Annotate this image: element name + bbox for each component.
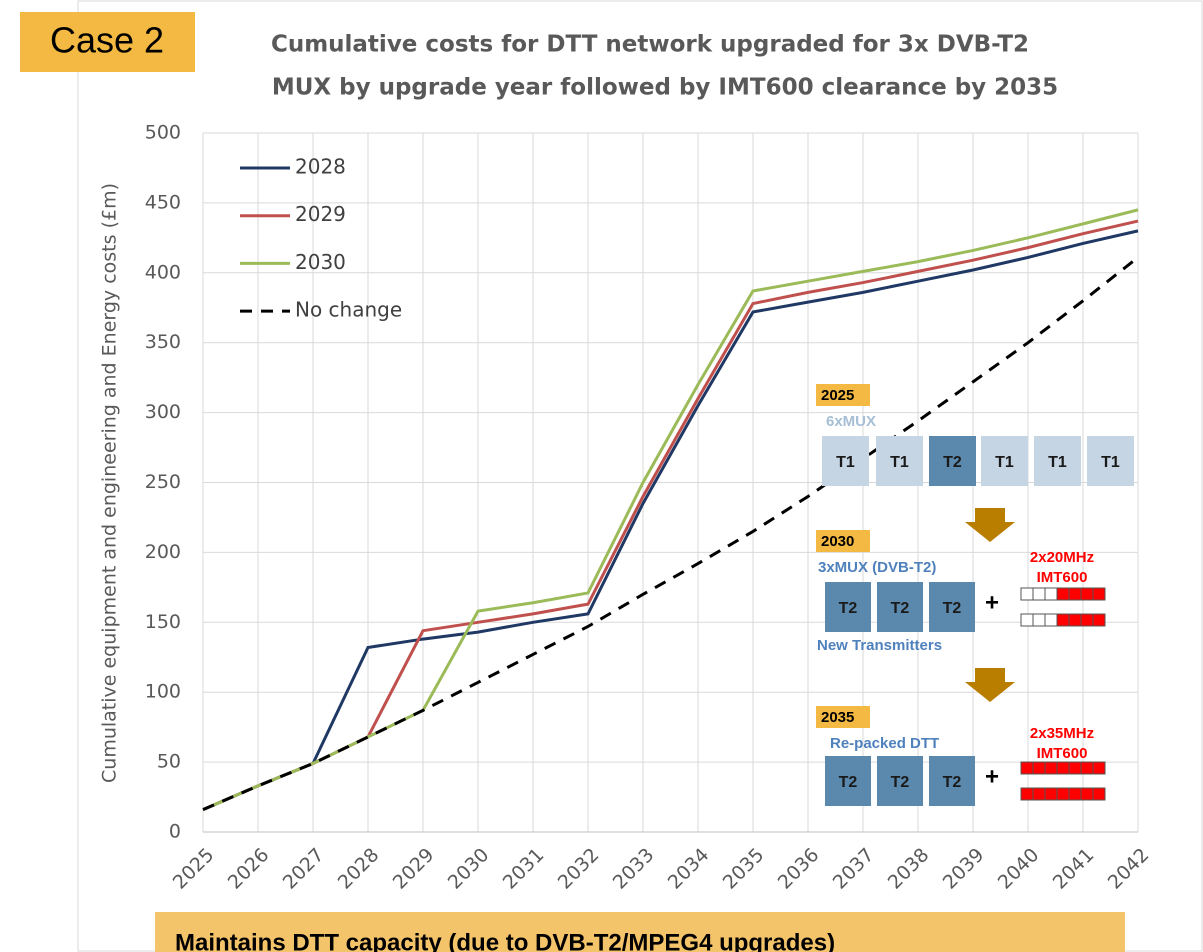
- caption: 6xMUX: [826, 413, 876, 430]
- block-label: T1: [995, 454, 1014, 471]
- imt-cell: [1020, 787, 1034, 801]
- block-label: T2: [891, 774, 910, 791]
- legend-label: No change: [295, 298, 402, 322]
- series-line: [202, 229, 1139, 812]
- block-label: T1: [836, 454, 855, 471]
- block-label: T2: [943, 600, 962, 617]
- imt-cell: [1092, 787, 1106, 801]
- title: MUX by upgrade year followed by IMT600 c…: [272, 75, 1058, 101]
- block: [825, 756, 871, 806]
- y-tick-label: 350: [145, 331, 181, 353]
- caption: Re-packed DTT: [830, 735, 939, 752]
- y-tick-label: 400: [145, 261, 181, 283]
- imt-cell: [1032, 787, 1046, 801]
- y-tick-label: 200: [145, 541, 181, 563]
- imt-cell: [1020, 613, 1034, 627]
- imt-cell: [1068, 787, 1082, 801]
- imt-cell: [1044, 761, 1058, 775]
- banner-box: [155, 912, 1125, 952]
- block: [877, 756, 923, 806]
- series-line: [202, 256, 1139, 812]
- block: [877, 582, 923, 632]
- imt-cell: [1020, 587, 1034, 601]
- imt: 2x35MHz: [1030, 725, 1094, 742]
- imt: IMT600: [1037, 569, 1088, 586]
- block-label: T2: [839, 774, 858, 791]
- imt-cell: [1092, 613, 1106, 627]
- block-label: T1: [1048, 454, 1067, 471]
- year-box: [816, 706, 870, 728]
- imt-cell: [1056, 761, 1070, 775]
- y-tick-label: 300: [145, 401, 181, 423]
- y-tick-label: 150: [145, 611, 181, 633]
- imt-cell: [1056, 613, 1070, 627]
- arrow: [965, 508, 1015, 542]
- block: [929, 756, 975, 806]
- imt-cell: [1044, 787, 1058, 801]
- y-tick-label: 50: [157, 751, 181, 773]
- block: [1087, 436, 1134, 486]
- title: Cumulative costs for DTT network upgrade…: [271, 32, 1029, 58]
- legend-label: 2029: [295, 202, 346, 226]
- imt-cell: [1080, 587, 1094, 601]
- frame: [77, 0, 1203, 952]
- badge: Case 2: [50, 20, 164, 61]
- year: 2030: [821, 533, 854, 550]
- y-tick-label: 0: [169, 821, 181, 843]
- imt-cell: [1032, 761, 1046, 775]
- y-tick-label: 250: [145, 471, 181, 493]
- imt-cell: [1080, 613, 1094, 627]
- imt-cell: [1032, 613, 1046, 627]
- legend-label: 2028: [295, 155, 346, 179]
- plus: +: [985, 763, 999, 790]
- footer: New Transmitters: [817, 637, 942, 654]
- imt: 2x20MHz: [1030, 549, 1094, 566]
- imt: IMT600: [1037, 745, 1088, 762]
- caption: 3xMUX (DVB-T2): [818, 559, 936, 576]
- y-tick-label: 500: [145, 122, 181, 144]
- imt-cell: [1044, 613, 1058, 627]
- imt-cell: [1068, 761, 1082, 775]
- block: [822, 436, 869, 486]
- year: 2035: [821, 709, 854, 726]
- imt-cell: [1068, 613, 1082, 627]
- block-label: T2: [839, 600, 858, 617]
- imt-cell: [1080, 787, 1094, 801]
- y-tick-label: 450: [145, 191, 181, 213]
- year: 2025: [821, 387, 854, 404]
- plus: +: [985, 589, 999, 616]
- y-tick-label: 100: [145, 681, 181, 703]
- badge-box: [20, 12, 195, 72]
- y-axis-label: Cumulative equipment and engineering and…: [99, 183, 121, 783]
- imt-cell: [1020, 761, 1034, 775]
- block-label: T1: [890, 454, 909, 471]
- block: [929, 436, 976, 486]
- block-label: T2: [943, 774, 962, 791]
- imt-cell: [1092, 587, 1106, 601]
- banner: Maintains DTT capacity (due to DVB-T2/MP…: [175, 929, 835, 952]
- arrow: [965, 668, 1015, 702]
- imt-cell: [1056, 787, 1070, 801]
- block: [825, 582, 871, 632]
- block-label: T2: [943, 454, 962, 471]
- year-box: [816, 384, 870, 406]
- block: [981, 436, 1028, 486]
- imt-cell: [1068, 587, 1082, 601]
- imt-cell: [1092, 761, 1106, 775]
- block-label: T1: [1101, 454, 1120, 471]
- block: [876, 436, 923, 486]
- imt-cell: [1032, 587, 1046, 601]
- imt-cell: [1080, 761, 1094, 775]
- block: [929, 582, 975, 632]
- imt-cell: [1056, 587, 1070, 601]
- block: [1034, 436, 1081, 486]
- legend-label: 2030: [295, 250, 346, 274]
- year-box: [816, 530, 870, 552]
- block-label: T2: [891, 600, 910, 617]
- imt-cell: [1044, 587, 1058, 601]
